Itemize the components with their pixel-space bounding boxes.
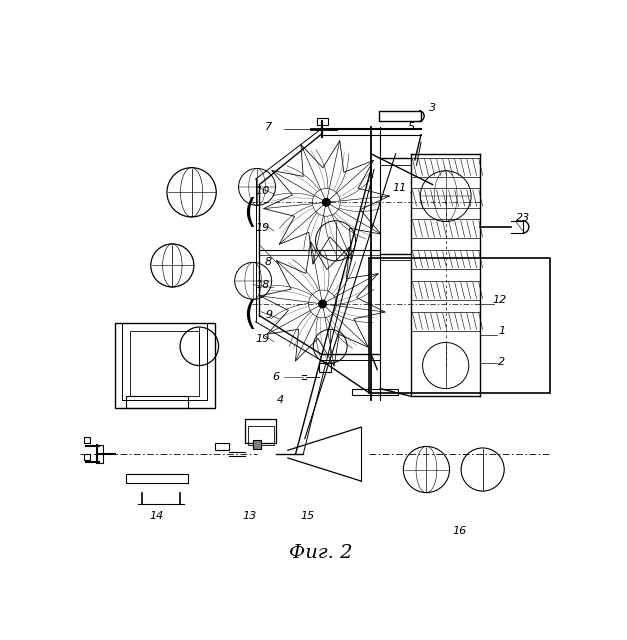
Bar <box>369 258 550 392</box>
Text: 23: 23 <box>515 212 530 223</box>
Text: 1: 1 <box>498 326 505 336</box>
Bar <box>352 388 398 395</box>
Text: 8: 8 <box>265 257 272 267</box>
Text: 4: 4 <box>277 395 283 405</box>
Text: 9: 9 <box>265 310 272 321</box>
Bar <box>115 323 214 408</box>
Text: 15: 15 <box>300 511 314 521</box>
Circle shape <box>319 300 326 308</box>
Text: 12: 12 <box>492 295 507 305</box>
Bar <box>130 331 199 396</box>
Text: 13: 13 <box>242 511 256 521</box>
Text: 19: 19 <box>255 333 270 344</box>
Bar <box>126 396 187 408</box>
Text: 14: 14 <box>150 511 164 521</box>
Bar <box>319 364 331 372</box>
Bar <box>126 474 187 483</box>
Bar <box>317 118 328 125</box>
Text: 6: 6 <box>273 372 280 382</box>
Bar <box>97 445 103 463</box>
Text: Фиг. 2: Фиг. 2 <box>289 543 353 562</box>
Text: 19: 19 <box>255 223 270 233</box>
Text: (: ( <box>243 197 256 230</box>
Bar <box>253 440 261 449</box>
Text: 16: 16 <box>452 526 466 536</box>
Bar <box>122 323 207 400</box>
Bar <box>246 419 277 442</box>
Bar <box>214 442 229 451</box>
Text: 11: 11 <box>393 184 407 193</box>
Text: 2: 2 <box>498 356 505 367</box>
Text: (: ( <box>243 299 256 332</box>
Text: 5: 5 <box>408 122 414 132</box>
Bar <box>84 437 90 444</box>
Text: 18: 18 <box>255 280 270 290</box>
Text: 7: 7 <box>265 122 272 132</box>
Bar <box>248 426 274 445</box>
Text: 10: 10 <box>255 186 270 196</box>
Bar <box>253 440 261 449</box>
Bar <box>379 111 421 122</box>
Bar <box>84 454 90 460</box>
Text: 3: 3 <box>429 102 436 113</box>
Circle shape <box>322 198 330 206</box>
